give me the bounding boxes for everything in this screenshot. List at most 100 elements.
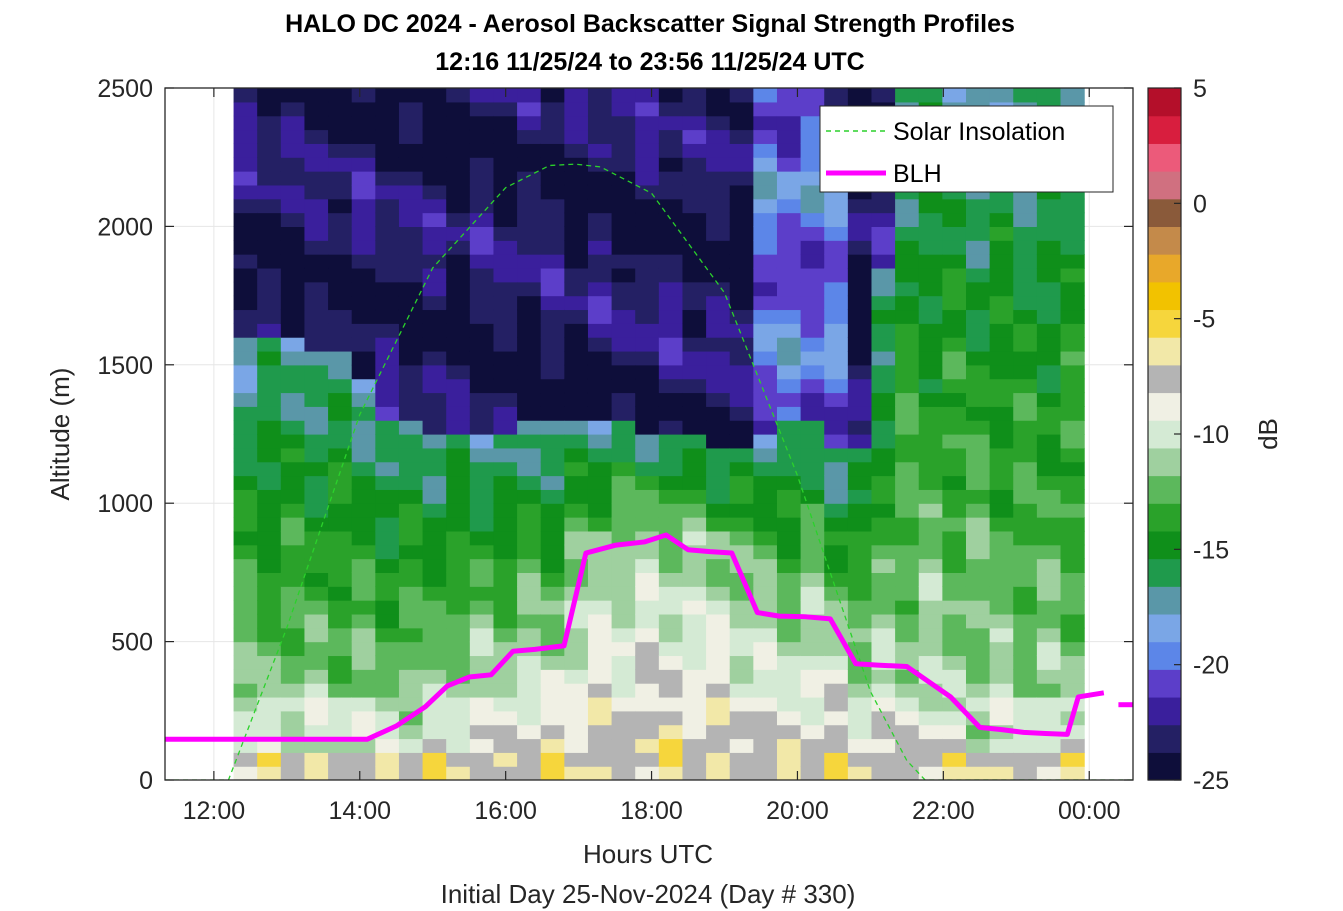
heatmap-cell (989, 489, 1014, 504)
heatmap-cell (729, 101, 754, 117)
heatmap-cell (847, 323, 873, 338)
heatmap-cell (635, 669, 660, 684)
heatmap-cell (233, 295, 258, 311)
heatmap-cell (1060, 447, 1085, 463)
heatmap-cell (469, 613, 495, 629)
heatmap-cell (800, 461, 825, 477)
heatmap-cell (540, 738, 565, 753)
heatmap-cell (611, 309, 636, 324)
heatmap-cell (328, 600, 353, 615)
heatmap-cell (493, 517, 518, 532)
heatmap-cell (469, 392, 495, 407)
heatmap-cell (729, 724, 754, 740)
heatmap-cell (540, 350, 565, 366)
heatmap-cell (587, 710, 613, 726)
heatmap-cell (446, 129, 471, 144)
heatmap-cell (800, 641, 825, 657)
heatmap-cell (871, 475, 896, 490)
heatmap-cell (469, 586, 495, 601)
heatmap-cell (493, 738, 518, 753)
heatmap-cell (328, 171, 353, 186)
heatmap-cell (257, 766, 282, 780)
heatmap-cell (682, 309, 707, 324)
heatmap-cell (233, 267, 258, 283)
heatmap-cell (587, 627, 613, 643)
heatmap-cell (304, 489, 329, 504)
heatmap-cell (1060, 364, 1085, 380)
heatmap-cell (257, 586, 282, 601)
heatmap-cell (328, 530, 353, 546)
heatmap-cell (446, 295, 471, 311)
heatmap-cell (233, 724, 258, 740)
heatmap-cell (942, 613, 967, 629)
heatmap-cell (1013, 323, 1038, 338)
heatmap-cell (280, 600, 306, 615)
heatmap-cell (658, 129, 684, 144)
heatmap-cell (446, 724, 471, 740)
heatmap-cell (706, 461, 731, 477)
heatmap-cell (375, 613, 400, 629)
y-tick-label: 2000 (97, 213, 153, 241)
heatmap-cell (469, 475, 495, 490)
heatmap-cell (706, 171, 731, 186)
heatmap-cell (257, 738, 282, 753)
heatmap-cell (753, 171, 778, 186)
heatmap-cell (1013, 434, 1038, 449)
heatmap-cell (847, 530, 873, 546)
heatmap-cell (351, 157, 376, 172)
heatmap-cell (304, 683, 329, 698)
heatmap-cell (422, 281, 447, 297)
colorbar-tick-label: -20 (1193, 652, 1229, 680)
heatmap-cell (682, 378, 707, 394)
heatmap-cell (942, 600, 967, 615)
heatmap-cell (800, 572, 825, 587)
heatmap-cell (375, 115, 400, 131)
heatmap-cell (800, 517, 825, 532)
heatmap-cell (753, 212, 778, 227)
heatmap-cell (517, 752, 542, 767)
heatmap-cell (446, 88, 471, 103)
heatmap-cell (824, 447, 849, 463)
heatmap-cell (304, 461, 329, 477)
heatmap-cell (587, 461, 613, 477)
heatmap-cell (1036, 696, 1062, 712)
heatmap-cell (257, 101, 282, 117)
heatmap-cell (635, 489, 660, 504)
heatmap-cell (776, 655, 802, 670)
heatmap-cell (871, 586, 896, 601)
heatmap-cell (422, 143, 447, 158)
heatmap-cell (398, 475, 424, 490)
heatmap-cell (398, 267, 424, 283)
heatmap-cell (965, 461, 991, 477)
heatmap-cell (587, 752, 613, 767)
heatmap-cell (729, 295, 754, 311)
heatmap-cell (351, 600, 376, 615)
heatmap-cell (611, 475, 636, 490)
heatmap-cell (729, 226, 754, 241)
legend: Solar Insolation BLH (819, 105, 1114, 193)
heatmap-cell (398, 198, 424, 214)
heatmap-cell (658, 350, 684, 366)
heatmap-cell (328, 129, 353, 144)
heatmap-cell (280, 212, 306, 227)
heatmap-cell (540, 627, 565, 643)
heatmap-cell (918, 572, 943, 587)
heatmap-cell (469, 309, 495, 324)
colorbar-segment (1148, 586, 1181, 615)
heatmap-cell (847, 489, 873, 504)
heatmap-cell (753, 88, 778, 103)
heatmap-cell (304, 600, 329, 615)
heatmap-cell (965, 517, 991, 532)
heatmap-cell (942, 295, 967, 311)
heatmap-cell (965, 530, 991, 546)
heatmap-cell (847, 724, 873, 740)
heatmap-cell (351, 503, 376, 518)
heatmap-cell (304, 350, 329, 366)
heatmap-cell (328, 752, 353, 767)
heatmap-cell (965, 447, 991, 463)
heatmap-cell (493, 323, 518, 338)
heatmap-cell (895, 752, 920, 767)
heatmap-cell (989, 212, 1014, 227)
heatmap-cell (753, 378, 778, 394)
heatmap-cell (753, 544, 778, 560)
